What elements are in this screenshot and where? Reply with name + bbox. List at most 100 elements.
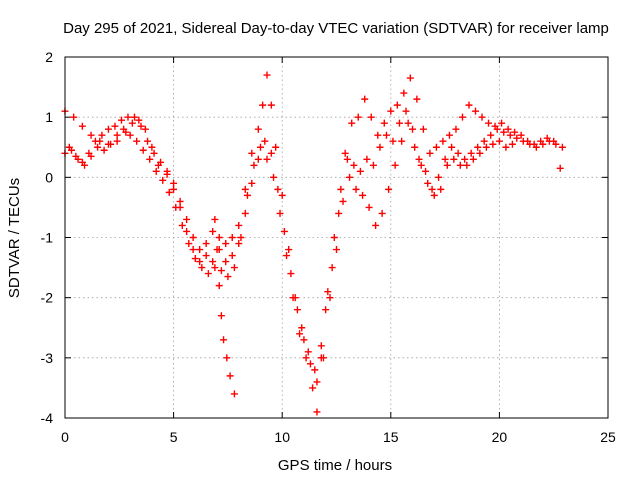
data-point-marker xyxy=(422,167,430,175)
data-point-marker xyxy=(324,288,332,296)
y-tick-label: 0 xyxy=(45,169,53,185)
data-point-marker xyxy=(254,155,262,163)
data-point-marker xyxy=(176,197,184,205)
data-point-marker xyxy=(209,227,217,235)
data-point-marker xyxy=(241,185,249,193)
data-point-marker xyxy=(543,134,551,142)
y-tick-label: 1 xyxy=(45,109,53,125)
data-point-marker xyxy=(322,306,330,314)
data-point-marker xyxy=(389,137,397,145)
data-point-marker xyxy=(159,176,167,184)
data-point-marker xyxy=(517,131,525,139)
data-point-marker xyxy=(458,113,466,121)
data-point-marker xyxy=(348,119,356,127)
data-point-marker xyxy=(272,143,280,151)
data-point-marker xyxy=(415,155,423,163)
data-point-marker xyxy=(87,131,95,139)
data-point-marker xyxy=(537,137,545,145)
data-point-marker xyxy=(406,74,414,82)
data-point-marker xyxy=(104,125,112,133)
data-point-marker xyxy=(502,143,510,151)
data-point-marker xyxy=(189,234,197,241)
data-point-marker xyxy=(372,221,380,229)
data-point-marker xyxy=(117,116,125,124)
data-point-marker xyxy=(222,258,230,266)
data-point-marker xyxy=(424,179,432,187)
data-point-marker xyxy=(359,191,367,199)
chart-title: Day 295 of 2021, Sidereal Day-to-day VTE… xyxy=(63,20,609,37)
data-point-marker xyxy=(261,137,269,145)
data-point-marker xyxy=(137,122,145,130)
data-point-marker xyxy=(313,378,321,386)
data-point-marker xyxy=(78,158,86,166)
data-point-marker xyxy=(311,366,319,374)
x-tick-label: 25 xyxy=(600,429,616,445)
data-point-marker xyxy=(100,146,108,154)
data-point-marker xyxy=(485,119,493,127)
data-point-marker xyxy=(78,122,86,130)
data-point-marker xyxy=(350,161,358,169)
data-point-marker xyxy=(341,149,349,157)
data-point-marker xyxy=(237,234,245,241)
data-point-marker xyxy=(428,185,436,193)
data-point-marker xyxy=(254,125,262,133)
data-point-marker xyxy=(317,354,325,362)
data-points xyxy=(61,71,566,416)
data-point-marker xyxy=(417,161,425,169)
data-point-marker xyxy=(298,324,306,332)
data-point-marker xyxy=(248,179,256,187)
data-point-marker xyxy=(228,252,236,260)
data-point-marker xyxy=(326,294,334,302)
plot-frame xyxy=(64,56,609,419)
data-point-marker xyxy=(395,119,403,127)
y-tick-label: -4 xyxy=(41,410,54,426)
y-tick-label: 2 xyxy=(45,49,53,65)
data-point-marker xyxy=(150,149,158,157)
series-4 xyxy=(211,215,238,398)
axis-ticks: 0 5 10 15 20 25 -4 -3 -2 -1 0 1 2 xyxy=(41,49,616,445)
data-point-marker xyxy=(487,131,495,139)
data-point-marker xyxy=(339,197,347,205)
data-point-marker xyxy=(128,119,136,127)
data-point-marker xyxy=(461,155,469,163)
data-point-marker xyxy=(404,119,412,127)
data-point-marker xyxy=(296,330,304,338)
data-point-marker xyxy=(248,149,256,157)
data-point-marker xyxy=(391,161,399,169)
data-point-marker xyxy=(146,155,154,163)
data-point-marker xyxy=(228,234,236,241)
data-point-marker xyxy=(437,185,445,193)
data-point-marker xyxy=(65,143,73,151)
data-point-marker xyxy=(189,246,197,254)
data-point-marker xyxy=(374,131,382,139)
data-point-marker xyxy=(385,185,393,193)
data-point-marker xyxy=(330,234,338,241)
data-point-marker xyxy=(480,137,488,145)
data-point-marker xyxy=(556,164,564,172)
data-point-marker xyxy=(361,95,369,103)
data-point-marker xyxy=(291,294,299,302)
data-point-marker xyxy=(139,146,147,154)
data-point-marker xyxy=(506,131,514,139)
data-point-marker xyxy=(441,155,449,163)
data-point-marker xyxy=(256,143,264,151)
data-point-marker xyxy=(70,113,78,121)
y-tick-label: -2 xyxy=(41,290,54,306)
data-point-marker xyxy=(400,89,408,97)
data-point-marker xyxy=(402,107,410,115)
data-point-marker xyxy=(430,191,438,199)
data-point-marker xyxy=(454,149,462,157)
data-point-marker xyxy=(157,158,165,166)
data-point-marker xyxy=(107,140,115,148)
data-point-marker xyxy=(148,143,156,151)
data-point-marker xyxy=(304,348,312,356)
data-point-marker xyxy=(263,71,271,79)
data-point-marker xyxy=(204,270,212,278)
data-point-marker xyxy=(478,113,486,121)
data-point-marker xyxy=(309,384,317,392)
data-point-marker xyxy=(196,258,204,266)
data-point-marker xyxy=(317,342,325,350)
data-point-marker xyxy=(300,336,308,344)
data-point-marker xyxy=(474,143,482,151)
x-axis-label: GPS time / hours xyxy=(278,457,392,474)
